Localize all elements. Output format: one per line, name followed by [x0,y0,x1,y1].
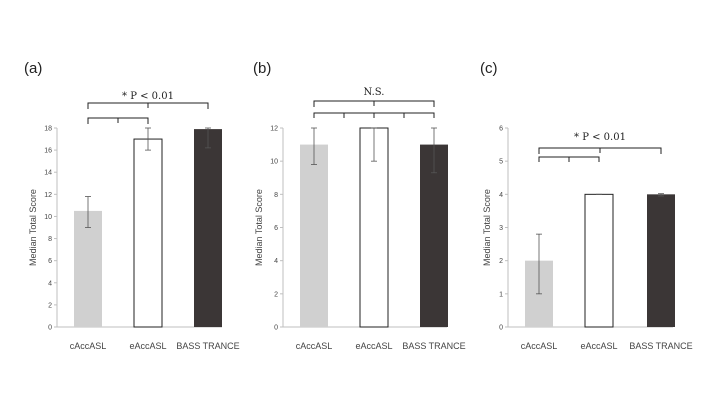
y-tick-label: 8 [274,192,278,199]
significance-bracket [313,100,435,107]
bar-bass-trance [194,129,222,327]
bar-eaccasl [584,193,614,328]
bar-eaccasl [133,138,163,328]
significance-bracket [87,117,149,124]
y-tick-label: 0 [499,325,503,332]
panel-label: (a) [24,60,42,77]
panel-label: (b) [253,60,271,77]
y-axis-title: Median Total Score [482,189,492,266]
bar-bass-trance [420,144,448,327]
y-tick-label: 4 [274,258,278,265]
significance-bracket [538,156,600,162]
chart-panel-3: (c) Median Total Score 0 1 2 3 4 5 6 cAccASL eAccA… [480,60,693,351]
category-label: cAccASL [521,341,558,351]
y-tick-label: 2 [48,302,52,309]
y-tick-label: 12 [270,126,278,133]
category-label: eAccASL [580,341,617,351]
y-tick-label: 6 [499,126,503,133]
y-tick-label: 16 [44,148,52,155]
significance-label: * P < 0.01 [122,91,174,102]
chart-panel-1: (a) Median Total Score 0 2 4 6 8 10 12 14 16 18 cAcc… [24,60,240,351]
y-tick-label: 2 [274,291,278,298]
significance-bracket [87,102,209,109]
y-tick-label: 10 [44,214,52,221]
y-tick-label: 6 [274,225,278,232]
significance-bracket [538,147,662,154]
category-label: cAccASL [70,341,107,351]
category-label: eAccASL [355,341,392,351]
y-tick-label: 3 [499,225,503,232]
y-tick-label: 2 [499,258,503,265]
y-tick-label: 5 [499,159,503,166]
significance-bracket [373,112,435,118]
y-tick-label: 4 [499,192,503,199]
significance-label: N.S. [364,87,385,98]
y-tick-label: 8 [48,236,52,243]
y-tick-label: 0 [48,325,52,332]
y-tick-label: 0 [274,325,278,332]
category-label: BASS TRANCE [629,341,692,351]
panel-label: (c) [480,60,498,77]
y-axis-title: Median Total Score [28,189,38,266]
significance-label: * P < 0.01 [574,132,626,143]
category-label: eAccASL [129,341,166,351]
bar-caccasl [300,144,328,327]
bar-bass-trance [647,194,675,327]
category-label: BASS TRANCE [176,341,239,351]
y-tick-label: 10 [270,159,278,166]
y-tick-label: 1 [499,291,503,298]
bar-caccasl [74,210,102,327]
significance-bracket [313,112,375,118]
y-tick-label: 4 [48,280,52,287]
bar-eaccasl [359,127,389,328]
chart-panel-2: (b) Median Total Score 0 2 4 6 8 10 12 cAccASL eAc… [253,60,466,351]
category-label: cAccASL [296,341,333,351]
y-tick-label: 6 [48,258,52,265]
y-tick-label: 14 [44,170,52,177]
category-label: BASS TRANCE [402,341,465,351]
y-tick-label: 18 [44,126,52,133]
y-axis-title: Median Total Score [254,189,264,266]
y-tick-label: 12 [44,192,52,199]
